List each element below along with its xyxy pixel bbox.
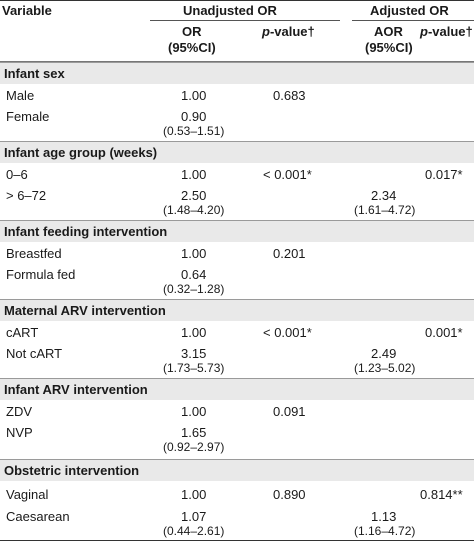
section-header: Infant feeding intervention bbox=[0, 220, 474, 243]
unadjusted-underline bbox=[150, 20, 340, 21]
p-value-adjusted: 0.017* bbox=[425, 167, 463, 182]
aor-value: 2.34 bbox=[371, 188, 397, 203]
row-label: > 6–72 bbox=[6, 188, 47, 203]
aor-ci: (1.61–4.72) bbox=[354, 203, 416, 217]
header-row-sub: OR (95%CI) p-value† AOR (95%CI) p-value† bbox=[0, 21, 474, 62]
header-or: OR bbox=[182, 24, 202, 39]
or-ci: (0.92–2.97) bbox=[163, 440, 225, 454]
table-row: Vaginal 1.00 0.890 0.814** bbox=[0, 481, 474, 505]
or-value: 1.00 bbox=[181, 325, 207, 340]
row-label: Female bbox=[6, 109, 50, 124]
row-label: Formula fed bbox=[6, 267, 76, 282]
p-value: 0.683 bbox=[273, 88, 306, 103]
row-label: Vaginal bbox=[6, 487, 49, 502]
section-header: Maternal ARV intervention bbox=[0, 299, 474, 322]
or-value: 2.50 bbox=[181, 188, 207, 203]
p-value: < 0.001* bbox=[263, 325, 312, 340]
p-value: 0.890 bbox=[273, 487, 306, 502]
or-value: 1.65 bbox=[181, 425, 207, 440]
row-label: Male bbox=[6, 88, 35, 103]
or-value: 1.00 bbox=[181, 246, 207, 261]
or-value: 1.00 bbox=[181, 88, 207, 103]
row-label: 0–6 bbox=[6, 167, 28, 182]
aor-ci: (1.16–4.72) bbox=[354, 524, 416, 538]
p-value: 0.091 bbox=[273, 404, 306, 419]
or-ci: (1.73–5.73) bbox=[163, 361, 225, 375]
section-header: Infant ARV intervention bbox=[0, 378, 474, 401]
or-ci: (0.44–2.61) bbox=[163, 524, 225, 538]
p-value-adjusted: 0.814** bbox=[420, 487, 463, 502]
or-value: 1.07 bbox=[181, 509, 207, 524]
table-row: Female 0.90 (0.53–1.51) bbox=[0, 106, 474, 140]
table-row: Caesarean 1.07 (0.44–2.61) 1.13 (1.16–4.… bbox=[0, 505, 474, 540]
or-value: 1.00 bbox=[181, 487, 207, 502]
section-header: Obstetric intervention bbox=[0, 459, 474, 482]
or-ci: (0.53–1.51) bbox=[163, 124, 225, 138]
row-label: Caesarean bbox=[6, 509, 70, 524]
p-value: < 0.001* bbox=[263, 167, 312, 182]
aor-ci: (1.23–5.02) bbox=[354, 361, 416, 375]
section-header: Infant sex bbox=[0, 62, 474, 85]
or-value: 1.00 bbox=[181, 404, 207, 419]
p-value: 0.201 bbox=[273, 246, 306, 261]
header-p-value: p-value† bbox=[262, 24, 315, 39]
table-row: Not cART 3.15 (1.73–5.73) 2.49 (1.23–5.0… bbox=[0, 343, 474, 377]
adjusted-underline bbox=[352, 20, 474, 21]
header-adjusted-or: Adjusted OR bbox=[370, 3, 449, 18]
or-value: 0.90 bbox=[181, 109, 207, 124]
or-value: 3.15 bbox=[181, 346, 207, 361]
row-label: Not cART bbox=[6, 346, 63, 361]
table-row: Formula fed 0.64 (0.32–1.28) bbox=[0, 264, 474, 298]
row-label: ZDV bbox=[6, 404, 32, 419]
or-value: 1.00 bbox=[181, 167, 207, 182]
row-label: Breastfed bbox=[6, 246, 62, 261]
header-aor: AOR bbox=[374, 24, 403, 39]
section-header: Infant age group (weeks) bbox=[0, 141, 474, 164]
or-ci: (0.32–1.28) bbox=[163, 282, 225, 296]
header-row-top: Variable Unadjusted OR Adjusted OR bbox=[0, 0, 474, 22]
table-row: NVP 1.65 (0.92–2.97) bbox=[0, 422, 474, 456]
header-aor-ci: (95%CI) bbox=[365, 40, 413, 55]
row-label: cART bbox=[6, 325, 39, 340]
table-row: Breastfed 1.00 0.201 bbox=[0, 242, 474, 264]
or-value: 0.64 bbox=[181, 267, 207, 282]
table-row: > 6–72 2.50 (1.48–4.20) 2.34 (1.61–4.72) bbox=[0, 185, 474, 219]
or-ci: (1.48–4.20) bbox=[163, 203, 225, 217]
table-row: cART 1.00 < 0.001* 0.001* bbox=[0, 321, 474, 343]
table-row: 0–6 1.00 < 0.001* 0.017* bbox=[0, 163, 474, 185]
row-label: NVP bbox=[6, 425, 33, 440]
p-value-adjusted: 0.001* bbox=[425, 325, 463, 340]
header-variable: Variable bbox=[2, 3, 52, 18]
aor-value: 1.13 bbox=[371, 509, 397, 524]
header-unadjusted-or: Unadjusted OR bbox=[183, 3, 277, 18]
table-row: Male 1.00 0.683 bbox=[0, 84, 474, 106]
header-or-ci: (95%CI) bbox=[168, 40, 216, 55]
table-row: ZDV 1.00 0.091 bbox=[0, 400, 474, 422]
header-p-value-adjusted: p-value† bbox=[420, 24, 473, 39]
aor-value: 2.49 bbox=[371, 346, 397, 361]
